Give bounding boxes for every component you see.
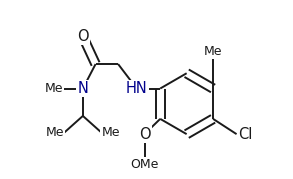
Text: Cl: Cl bbox=[238, 127, 253, 142]
Text: O: O bbox=[139, 127, 150, 142]
Text: Me: Me bbox=[46, 126, 64, 139]
Text: Me: Me bbox=[204, 45, 222, 58]
Text: O: O bbox=[77, 29, 89, 44]
Text: HN: HN bbox=[126, 81, 148, 96]
Text: Me: Me bbox=[101, 126, 120, 139]
Text: OMe: OMe bbox=[130, 158, 159, 171]
Text: N: N bbox=[77, 81, 88, 96]
Text: Me: Me bbox=[45, 82, 63, 95]
